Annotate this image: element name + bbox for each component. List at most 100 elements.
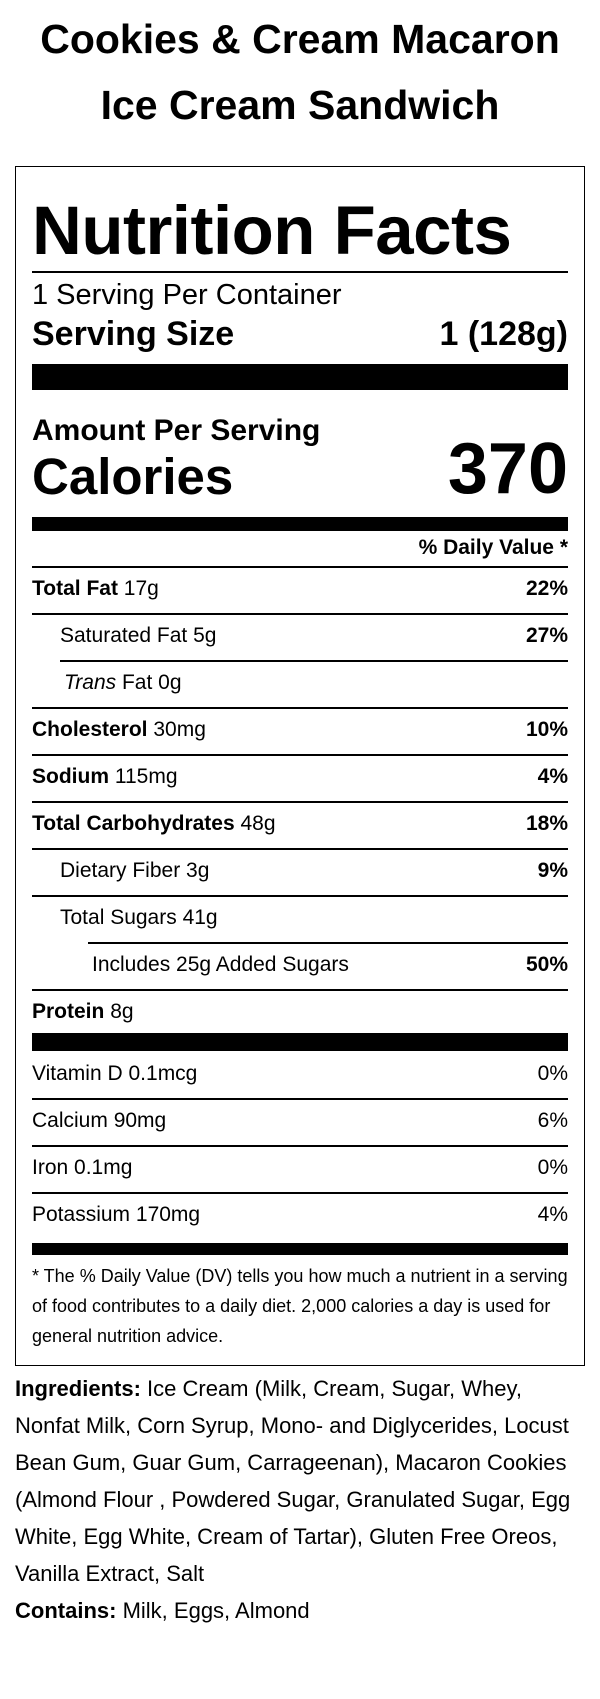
contains-label: Contains: — [15, 1598, 117, 1623]
row-divider — [32, 566, 568, 568]
product-title-line-1: Cookies & Cream Macaron — [40, 16, 560, 62]
daily-value-footnote: * The % Daily Value (DV) tells you how m… — [32, 1266, 568, 1346]
amount-per-serving: Amount Per Serving — [32, 414, 321, 447]
vitamin-dv: 6% — [537, 1109, 568, 1132]
nutrient-text: Total Fat 17g — [32, 574, 159, 604]
ingredients-paragraph: Ingredients: Ice Cream (Milk, Cream, Sug… — [15, 1370, 585, 1592]
vitamin-dv: 0% — [537, 1156, 568, 1179]
nutrient-name: Dietary Fiber — [60, 859, 181, 882]
nutrient-name: Protein — [32, 1000, 105, 1023]
row-divider — [32, 848, 568, 850]
nutrient-row-cholesterol: Cholesterol 30mg 10% — [32, 707, 568, 754]
nutrient-row-saturated-fat: Saturated Fat 5g 27% — [32, 613, 568, 660]
nutrient-amount: 3g — [186, 859, 210, 882]
nutrient-row-total-carbohydrates: Total Carbohydrates 48g 18% — [32, 801, 568, 848]
divider-thick — [32, 364, 568, 390]
nutrient-row-total-sugars: Total Sugars 41g — [32, 895, 568, 942]
divider-thick-vitamins — [32, 1033, 568, 1051]
nutrient-dv: 22% — [525, 577, 568, 600]
vitamin-text: Calcium 90mg — [32, 1106, 166, 1136]
nutrient-row-sodium: Sodium 115mg 4% — [32, 754, 568, 801]
vitamin-text: Potassium 170mg — [32, 1200, 200, 1230]
vitamin-name: Vitamin D — [32, 1062, 123, 1085]
nutrient-row-protein: Protein 8g — [32, 989, 568, 1036]
vitamin-name: Iron — [32, 1156, 69, 1179]
nutrient-text: Includes 25g Added Sugars — [92, 950, 349, 980]
nutrient-row-trans-fat: Trans Fat 0g — [32, 660, 568, 707]
nutrient-row-total-fat: Total Fat 17g 22% — [32, 566, 568, 613]
nutrition-label: Nutrition Facts 1 Serving Per Container … — [15, 166, 585, 1366]
vitamin-amount: 0.1mcg — [128, 1062, 198, 1085]
nutrient-amount: Fat 0g — [121, 671, 182, 694]
nutrient-name: Saturated Fat — [60, 624, 188, 647]
vitamin-text: Vitamin D 0.1mcg — [32, 1059, 197, 1089]
nutrient-dv: 9% — [537, 859, 568, 882]
nutrient-name: Trans — [64, 671, 117, 694]
nutrient-amount: 48g — [240, 812, 276, 835]
nutrient-text: Trans Fat 0g — [64, 668, 182, 698]
vitamin-name: Calcium — [32, 1109, 108, 1132]
nutrient-dv: 4% — [537, 765, 568, 788]
nutrient-amount: 115mg — [114, 765, 178, 788]
nutrient-row-added-sugars: Includes 25g Added Sugars 50% — [32, 942, 568, 989]
serving-size-label: Serving Size — [32, 315, 235, 353]
divider-thin — [32, 271, 568, 273]
row-divider — [32, 1192, 568, 1194]
row-divider — [32, 895, 568, 897]
nutrient-name: Includes 25g Added Sugars — [92, 953, 349, 976]
vitamin-row-iron: Iron 0.1mg 0% — [32, 1145, 568, 1192]
nutrient-text: Protein 8g — [32, 997, 134, 1027]
nutrient-amount: 41g — [182, 906, 218, 929]
nutrient-dv: 50% — [525, 953, 568, 976]
vitamin-dv: 0% — [537, 1062, 568, 1085]
nutrient-text: Total Sugars 41g — [60, 903, 218, 933]
nutrient-dv: 10% — [525, 718, 568, 741]
nutrient-text: Dietary Fiber 3g — [60, 856, 209, 886]
nutrient-name: Sodium — [32, 765, 109, 788]
nutrient-text: Cholesterol 30mg — [32, 715, 206, 745]
servings-per-container: 1 Serving Per Container — [32, 279, 342, 311]
nutrient-name: Total Carbohydrates — [32, 812, 235, 835]
calories-value: 370 — [447, 429, 568, 509]
ingredients-section: Ingredients: Ice Cream (Milk, Cream, Sug… — [15, 1370, 585, 1629]
nutrient-dv: 27% — [525, 624, 568, 647]
calories-label: Calories — [32, 448, 234, 505]
nutrient-amount: 5g — [193, 624, 217, 647]
nutrient-name: Total Sugars — [60, 906, 177, 929]
vitamin-amount: 170mg — [135, 1203, 201, 1226]
nutrient-dv: 18% — [525, 812, 568, 835]
row-divider — [32, 1098, 568, 1100]
product-title: Cookies & Cream Macaron Ice Cream Sandwi… — [0, 6, 600, 138]
daily-value-header: % Daily Value * — [418, 536, 568, 559]
nutrient-amount: 17g — [123, 577, 159, 600]
product-title-line-2: Ice Cream Sandwich — [100, 82, 500, 128]
row-divider — [32, 801, 568, 803]
nutrient-amount: 30mg — [153, 718, 206, 741]
vitamin-text: Iron 0.1mg — [32, 1153, 132, 1183]
nutrient-text: Total Carbohydrates 48g — [32, 809, 276, 839]
contains-text: Milk, Eggs, Almond — [122, 1598, 310, 1623]
row-divider — [32, 707, 568, 709]
nutrition-facts-heading: Nutrition Facts — [32, 192, 512, 269]
nutrient-name: Total Fat — [32, 577, 118, 600]
nutrient-amount: 8g — [110, 1000, 134, 1023]
row-divider — [88, 942, 568, 944]
vitamin-row-calcium: Calcium 90mg 6% — [32, 1098, 568, 1145]
row-divider — [32, 1145, 568, 1147]
nutrient-name: Cholesterol — [32, 718, 148, 741]
nutrient-text: Saturated Fat 5g — [60, 621, 216, 651]
serving-size-value: 1 (128g) — [439, 315, 569, 353]
nutrient-row-dietary-fiber: Dietary Fiber 3g 9% — [32, 848, 568, 895]
divider-footnote — [32, 1243, 568, 1255]
nutrient-text: Sodium 115mg — [32, 762, 178, 792]
vitamin-amount: 90mg — [113, 1109, 167, 1132]
vitamin-row-vitamin-d: Vitamin D 0.1mcg 0% — [32, 1051, 568, 1098]
ingredients-label: Ingredients: — [15, 1376, 141, 1401]
vitamin-name: Potassium — [32, 1203, 131, 1226]
vitamin-row-potassium: Potassium 170mg 4% — [32, 1192, 568, 1239]
vitamin-dv: 4% — [537, 1203, 568, 1226]
row-divider — [32, 754, 568, 756]
ingredients-text: Ice Cream (Milk, Cream, Sugar, Whey, Non… — [15, 1376, 571, 1586]
contains-paragraph: Contains: Milk, Eggs, Almond — [15, 1592, 585, 1629]
row-divider — [32, 989, 568, 991]
